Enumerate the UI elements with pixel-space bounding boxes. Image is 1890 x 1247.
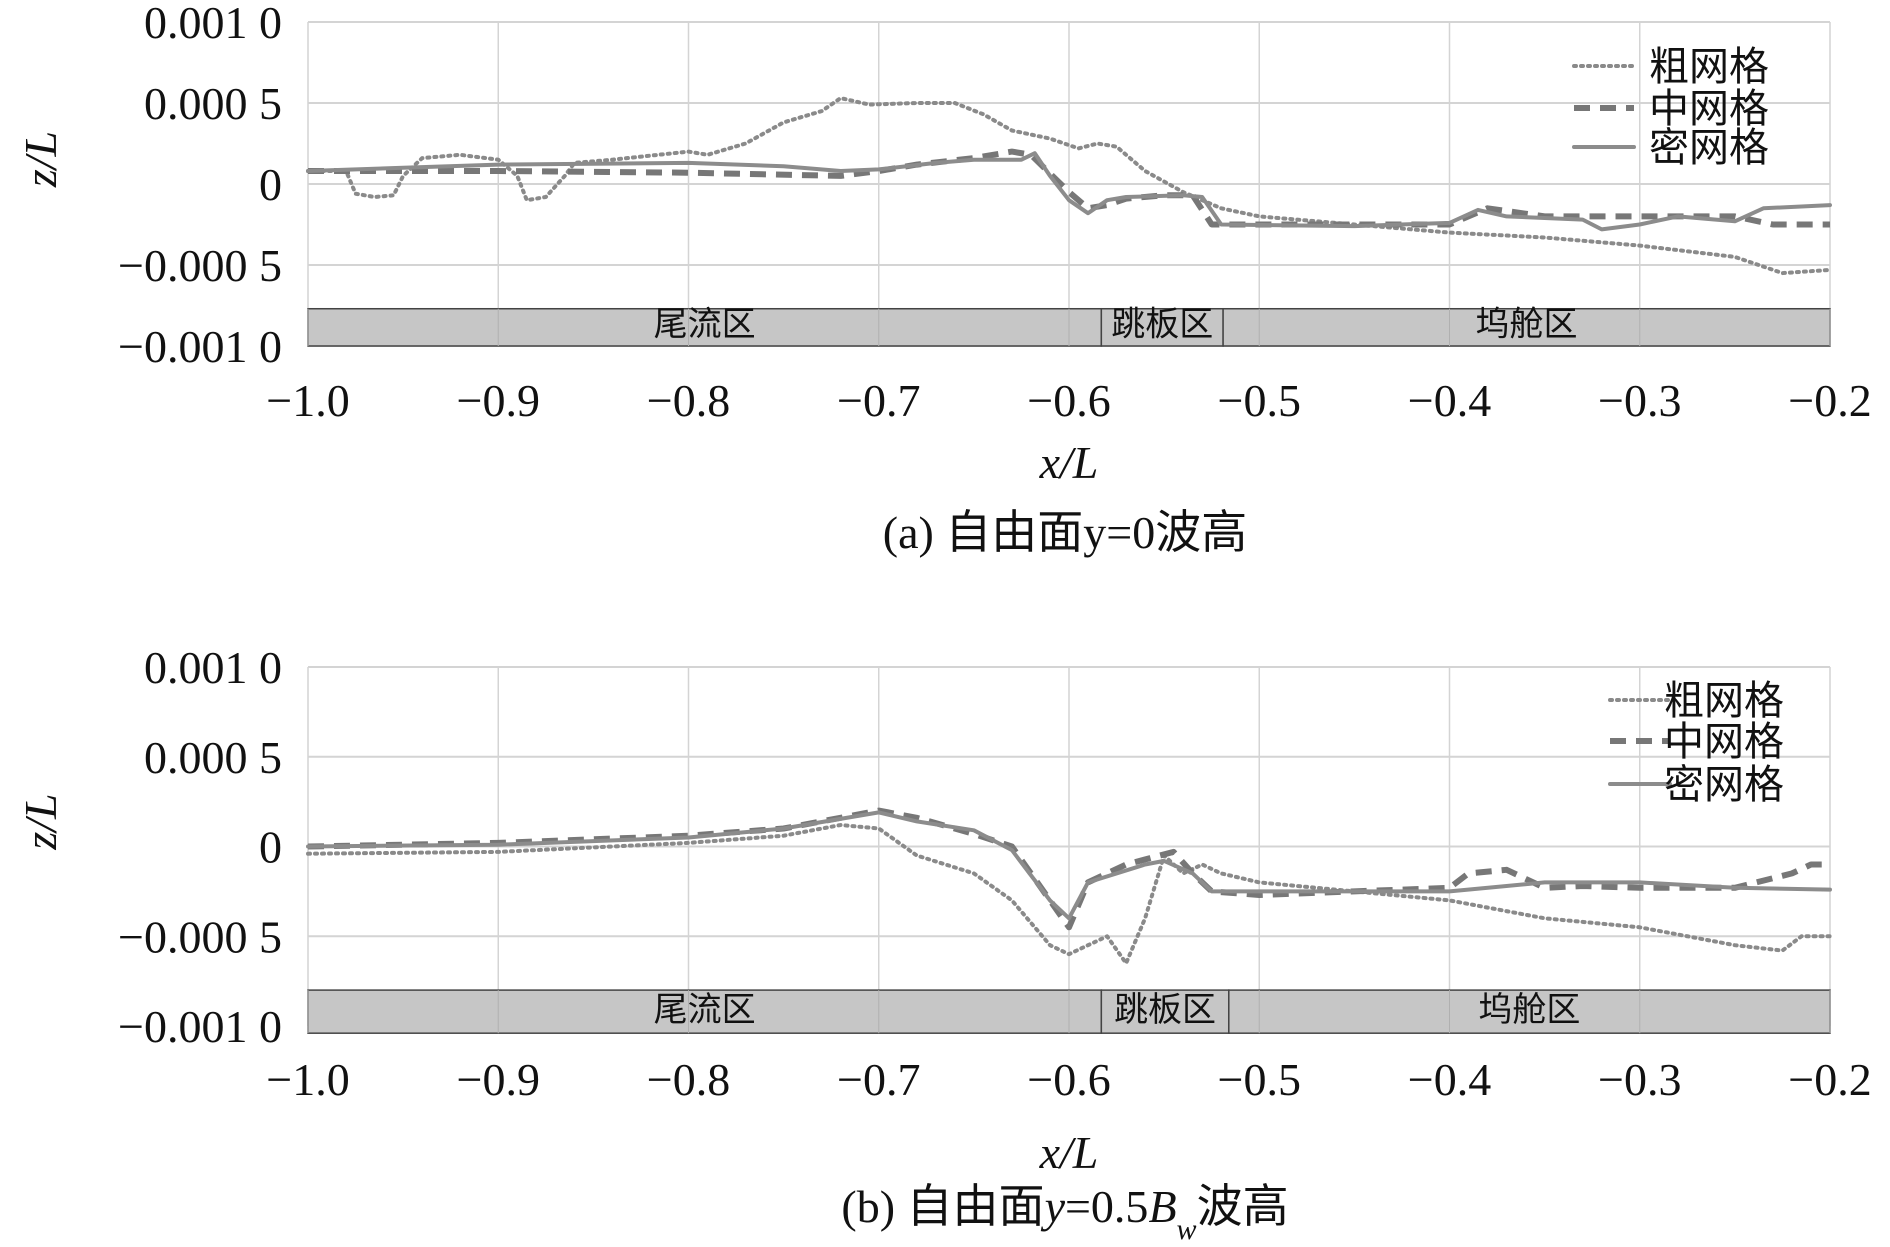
legend-label: 密网格 xyxy=(1649,125,1769,170)
chart-a: 尾流区 跳板区 坞舱区 −1.0 −0.9 −0.8 −0.7 −0.6 −0.5 −0.4 −0.… xyxy=(15,0,1872,558)
y-tick-label: 0.000 5 xyxy=(144,732,282,783)
y-tick-label: 0 xyxy=(259,159,282,210)
caption-part: y xyxy=(1041,1181,1066,1232)
x-tick-label: −0.9 xyxy=(457,375,540,426)
y-tick-label: 0.001 0 xyxy=(144,0,282,48)
caption-part: B xyxy=(1148,1181,1176,1232)
legend-label: 中网格 xyxy=(1649,86,1769,131)
x-tick-label: −0.5 xyxy=(1218,1054,1301,1105)
x-tick-label: −0.6 xyxy=(1027,375,1110,426)
x-tick-label: −0.3 xyxy=(1598,375,1681,426)
x-tick-label: −0.7 xyxy=(837,1054,920,1105)
x-tick-label: −0.5 xyxy=(1218,375,1301,426)
y-tick-label: −0.000 5 xyxy=(118,911,282,962)
caption: (a) 自由面y=0波高 xyxy=(883,507,1248,558)
y-tick-label: −0.001 0 xyxy=(118,321,282,372)
y-tick-label: 0.000 5 xyxy=(144,78,282,129)
zone-label: 尾流区 xyxy=(654,306,756,344)
zone-label: 坞舱区 xyxy=(1476,306,1578,344)
zone-band xyxy=(1222,307,1831,347)
caption-part: (b) 自由面 xyxy=(841,1181,1044,1232)
x-tick-label: −0.6 xyxy=(1027,1054,1110,1105)
x-tick-label: −0.8 xyxy=(647,1054,730,1105)
series-line-dashed xyxy=(307,807,1830,931)
x-tick-label: −0.4 xyxy=(1408,375,1491,426)
legend-label: 粗网格 xyxy=(1649,44,1769,89)
zone-label: 尾流区 xyxy=(654,991,756,1029)
caption-part: w xyxy=(1177,1213,1197,1246)
x-tick-label: −0.3 xyxy=(1598,1054,1681,1105)
zone-label: 坞舱区 xyxy=(1478,991,1580,1029)
caption: (b) 自由面y=0.5Bw波高 xyxy=(841,1181,1288,1246)
legend-label: 密网格 xyxy=(1664,762,1784,807)
x-tick-label: −0.9 xyxy=(457,1054,540,1105)
x-tick-label: −0.8 xyxy=(647,375,730,426)
x-tick-label: −0.4 xyxy=(1408,1054,1491,1105)
legend-label: 中网格 xyxy=(1664,719,1784,764)
series-line-solid xyxy=(306,810,1832,921)
x-axis-label: x/L xyxy=(1039,1127,1099,1178)
series-line-dotted xyxy=(306,823,1832,966)
caption-part: 波高 xyxy=(1197,1181,1289,1232)
x-tick-label: −0.7 xyxy=(837,375,920,426)
y-tick-label: −0.000 5 xyxy=(118,240,282,291)
y-tick-label: 0.001 0 xyxy=(144,642,282,693)
x-tick-label: −0.2 xyxy=(1788,375,1871,426)
y-axis-label: z/L xyxy=(15,793,66,850)
zone-band xyxy=(1228,989,1831,1034)
zone-label: 跳板区 xyxy=(1114,991,1216,1029)
y-tick-label: 0 xyxy=(259,822,282,873)
x-tick-label: −1.0 xyxy=(266,375,349,426)
y-axis-label: z/L xyxy=(15,131,66,188)
zone-label: 跳板区 xyxy=(1111,306,1213,344)
y-tick-label: −0.001 0 xyxy=(118,1001,282,1052)
series-line-dashed xyxy=(308,148,1830,228)
series-line-dotted xyxy=(306,96,1832,276)
caption-part: =0.5 xyxy=(1065,1181,1148,1232)
legend-label: 粗网格 xyxy=(1664,678,1784,723)
x-axis-label: x/L xyxy=(1039,437,1099,488)
chart-b: 尾流区 跳板区 坞舱区 −1.0 −0.9 −0.8 −0.7 −0.6 −0.5 −0.4 −0.… xyxy=(15,642,1872,1246)
x-tick-label: −1.0 xyxy=(266,1054,349,1105)
x-tick-label: −0.2 xyxy=(1788,1054,1871,1105)
series-line-solid xyxy=(306,151,1832,232)
zone-band xyxy=(307,989,1103,1034)
zone-band xyxy=(1100,989,1230,1034)
